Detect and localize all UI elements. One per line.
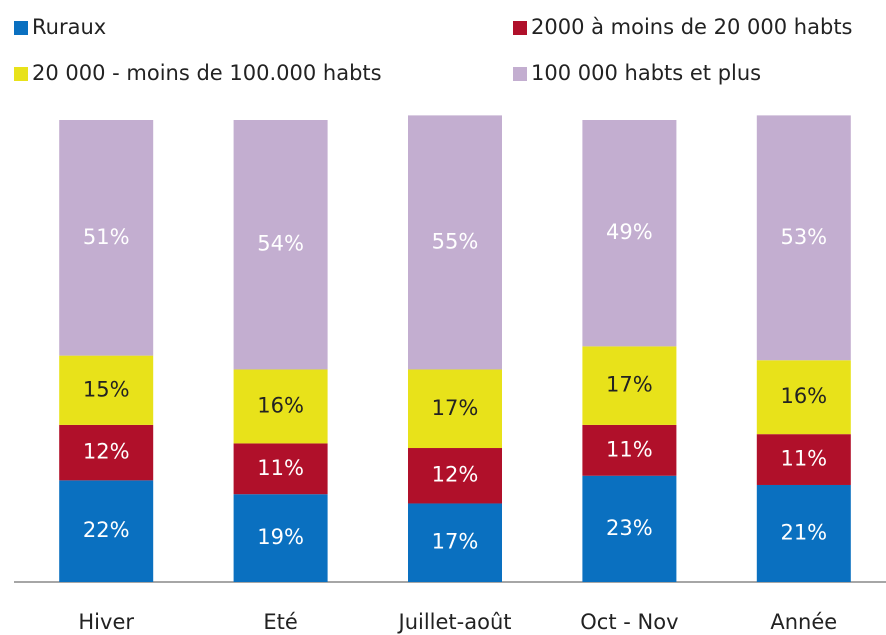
x-tick-label: Année — [770, 610, 837, 634]
value-label: 55% — [432, 229, 479, 253]
bar-segment — [582, 346, 677, 425]
legend-swatch — [14, 67, 28, 81]
bar-segment — [408, 448, 502, 504]
legend-label: 20 000 - moins de 100.000 habts — [32, 61, 382, 85]
value-label: 16% — [257, 393, 304, 417]
value-label: 15% — [83, 377, 130, 401]
value-label: 53% — [780, 225, 827, 249]
value-label: 11% — [606, 437, 653, 461]
value-label: 51% — [83, 225, 130, 249]
bar-segment — [408, 503, 502, 582]
value-label: 16% — [780, 384, 827, 408]
value-label: 17% — [606, 373, 653, 397]
bar-segment — [408, 115, 502, 370]
bar-segment — [408, 369, 502, 449]
x-tick-label: Hiver — [78, 610, 134, 634]
value-label: 54% — [257, 232, 304, 256]
bar-segment — [756, 484, 851, 582]
bar-segment — [233, 494, 328, 582]
value-label: 11% — [257, 456, 304, 480]
value-label: 17% — [432, 530, 479, 554]
bar-segment — [233, 443, 328, 495]
bar-segment — [756, 360, 851, 435]
legend-label: 2000 à moins de 20 000 habts — [531, 15, 853, 39]
legend-swatch — [14, 21, 28, 35]
bar-segment — [59, 424, 154, 481]
value-label: 12% — [83, 440, 130, 464]
value-label: 21% — [780, 520, 827, 544]
value-label: 22% — [83, 518, 130, 542]
legend-swatch — [513, 21, 527, 35]
bar-segment — [233, 369, 328, 444]
bar-segment — [756, 434, 851, 485]
x-tick-label: Eté — [263, 610, 297, 634]
legend-label: Ruraux — [32, 15, 106, 39]
bar-segment — [59, 480, 154, 582]
value-label: 11% — [780, 447, 827, 471]
bar-segment — [756, 115, 851, 361]
value-label: 49% — [606, 220, 653, 244]
x-tick-label: Oct - Nov — [580, 610, 678, 634]
legend-swatch — [513, 67, 527, 81]
bar-segment — [582, 475, 677, 582]
value-label: 19% — [257, 525, 304, 549]
x-tick-label: Juillet-août — [397, 610, 512, 634]
bar-segment — [59, 120, 154, 356]
bar-segment — [233, 120, 328, 370]
bar-segment — [582, 424, 677, 476]
bar-segment — [59, 355, 154, 425]
value-label: 12% — [432, 463, 479, 487]
bar-segment — [582, 120, 677, 347]
value-label: 23% — [606, 516, 653, 540]
value-label: 17% — [432, 396, 479, 420]
legend-label: 100 000 habts et plus — [531, 61, 761, 85]
